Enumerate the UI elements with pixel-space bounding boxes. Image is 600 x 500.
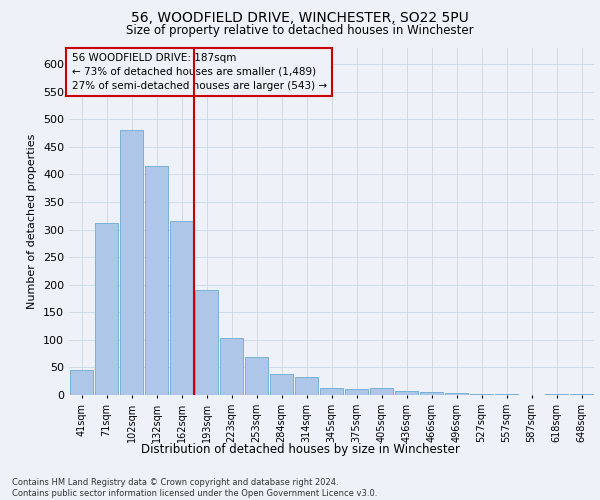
Bar — [220, 338, 244, 395]
Bar — [395, 391, 418, 395]
Bar — [245, 357, 268, 395]
Bar — [269, 374, 293, 395]
Bar — [95, 223, 118, 395]
Bar — [119, 130, 143, 395]
Bar — [145, 166, 169, 395]
Bar — [320, 388, 343, 395]
Y-axis label: Number of detached properties: Number of detached properties — [28, 134, 37, 309]
Text: Contains HM Land Registry data © Crown copyright and database right 2024.
Contai: Contains HM Land Registry data © Crown c… — [12, 478, 377, 498]
Bar — [344, 389, 368, 395]
Bar — [70, 370, 94, 395]
Text: Distribution of detached houses by size in Winchester: Distribution of detached houses by size … — [140, 442, 460, 456]
Bar — [545, 394, 568, 395]
Bar — [470, 394, 493, 395]
Bar — [494, 394, 518, 395]
Bar — [419, 392, 443, 395]
Bar — [194, 290, 218, 395]
Bar — [569, 394, 593, 395]
Text: 56 WOODFIELD DRIVE: 187sqm
← 73% of detached houses are smaller (1,489)
27% of s: 56 WOODFIELD DRIVE: 187sqm ← 73% of deta… — [71, 52, 327, 90]
Bar — [170, 221, 193, 395]
Text: Size of property relative to detached houses in Winchester: Size of property relative to detached ho… — [126, 24, 474, 37]
Bar — [295, 378, 319, 395]
Bar — [445, 393, 469, 395]
Bar — [370, 388, 394, 395]
Text: 56, WOODFIELD DRIVE, WINCHESTER, SO22 5PU: 56, WOODFIELD DRIVE, WINCHESTER, SO22 5P… — [131, 11, 469, 25]
